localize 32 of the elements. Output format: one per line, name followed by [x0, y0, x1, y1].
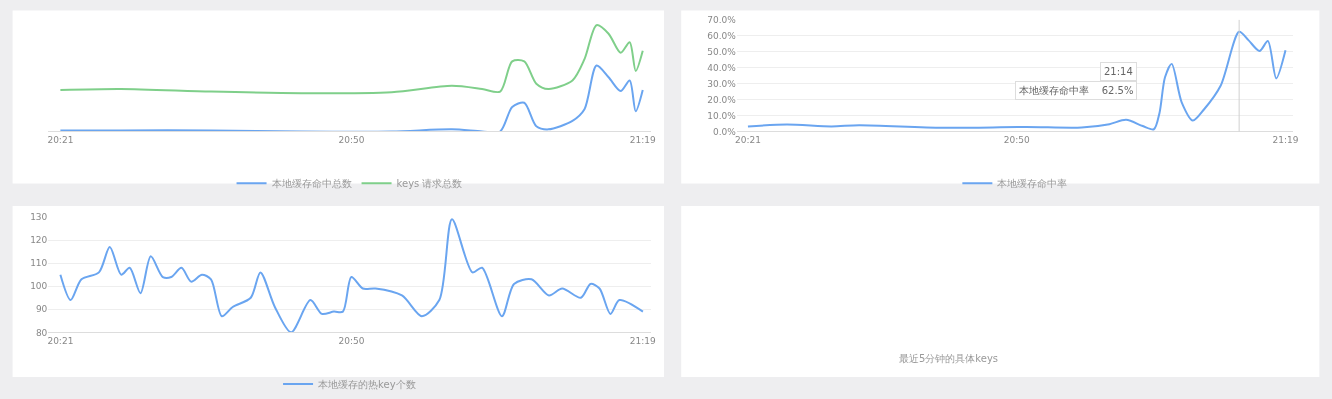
y-tick-label: 110	[30, 258, 48, 269]
y-tick-label: 120	[30, 235, 48, 246]
x-tick-label: 21:19	[629, 135, 656, 146]
x-tick-label: 20:21	[734, 135, 761, 146]
annotation: 21:14	[1104, 66, 1133, 77]
x-tick-label: 20:50	[338, 135, 365, 146]
x-tick-label: 20:50	[1003, 135, 1030, 146]
text: 最近5分钟的具体keys	[899, 353, 999, 364]
y-tick-label: 80	[35, 327, 48, 338]
x-tick-label: 20:21	[47, 336, 74, 347]
annotation: 本地缓存命中率 62.5%	[1019, 85, 1134, 96]
y-tick-label: 20.0%	[707, 94, 737, 105]
x-tick-label: 21:19	[629, 336, 656, 347]
y-tick-label: 70.0%	[707, 15, 737, 26]
legend-label: 本地缓存命中率	[997, 178, 1068, 190]
y-tick-label: 10.0%	[707, 110, 737, 121]
line-series	[746, 30, 1287, 131]
x-tick-label: 20:21	[47, 135, 74, 146]
line-series	[59, 218, 644, 333]
legend-label: 本地缓存的热key个数	[318, 378, 416, 390]
y-tick-label: 0.0%	[712, 126, 737, 137]
y-tick-label: 40.0%	[707, 62, 737, 73]
y-tick-label: 100	[30, 281, 48, 292]
legend-label: 本地缓存命中总数	[271, 178, 352, 190]
y-tick-label: 60.0%	[707, 30, 737, 41]
x-tick-label: 20:50	[338, 336, 365, 347]
y-tick-label: 130	[30, 212, 48, 223]
x-tick-label: 21:19	[1272, 135, 1299, 146]
y-tick-label: 50.0%	[707, 46, 737, 57]
legend-label: keys 请求总数	[396, 178, 463, 190]
y-tick-label: 90	[35, 304, 48, 315]
y-tick-label: 30.0%	[707, 78, 737, 89]
